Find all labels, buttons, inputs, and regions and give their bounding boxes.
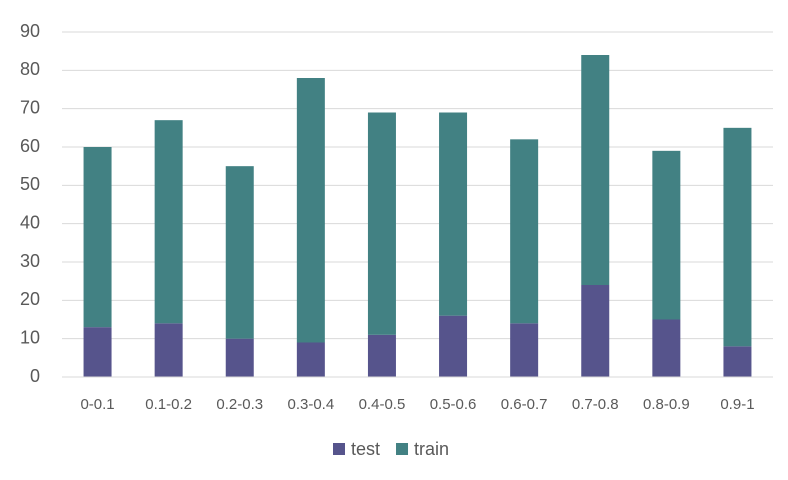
bar-segment <box>154 323 183 377</box>
y-tick-label: 10 <box>20 327 40 347</box>
bar-segment <box>439 112 468 316</box>
bar-segment <box>225 166 254 339</box>
x-tick-label: 0.4-0.5 <box>359 396 406 413</box>
bar-segment <box>652 150 681 320</box>
legend-label: train <box>414 439 449 459</box>
x-tick-label: 0.2-0.3 <box>216 396 263 413</box>
y-tick-label: 60 <box>20 136 40 156</box>
x-tick-label: 0.7-0.8 <box>572 396 619 413</box>
bar-segment <box>83 147 112 328</box>
bar-segment <box>296 342 325 377</box>
bar-segment <box>581 285 610 377</box>
bar-segment <box>296 78 325 343</box>
legend-swatch <box>396 443 409 455</box>
bar-segment <box>154 120 183 324</box>
y-tick-label: 70 <box>20 97 40 117</box>
bar-segment <box>723 127 752 347</box>
bar-segment <box>367 112 396 335</box>
bar-segment <box>723 346 752 377</box>
y-tick-label: 20 <box>20 289 40 309</box>
y-tick-label: 30 <box>20 251 40 271</box>
bar-segment <box>510 323 539 377</box>
y-tick-label: 80 <box>20 59 40 79</box>
x-tick-label: 0.9-1 <box>720 396 754 413</box>
bar-segment <box>367 334 396 377</box>
bar-segment <box>225 338 254 377</box>
x-tick-label: 0.6-0.7 <box>501 396 548 413</box>
legend-swatch <box>333 443 345 455</box>
x-tick-label: 0.5-0.6 <box>430 396 477 413</box>
bar-segment <box>581 55 610 285</box>
x-tick-label: 0.3-0.4 <box>287 396 334 413</box>
y-tick-label: 40 <box>20 212 40 232</box>
bar-segment <box>652 319 681 377</box>
bar-segment <box>510 139 539 324</box>
x-tick-label: 0.8-0.9 <box>643 396 690 413</box>
legend-label: test <box>351 439 380 459</box>
x-tick-label: 0-0.1 <box>80 396 114 413</box>
y-tick-label: 50 <box>20 174 40 194</box>
bar-segment <box>83 327 112 377</box>
bar-segment <box>439 315 468 377</box>
x-tick-label: 0.1-0.2 <box>145 396 192 413</box>
y-tick-label: 90 <box>20 21 40 41</box>
y-tick-label: 0 <box>30 366 40 386</box>
